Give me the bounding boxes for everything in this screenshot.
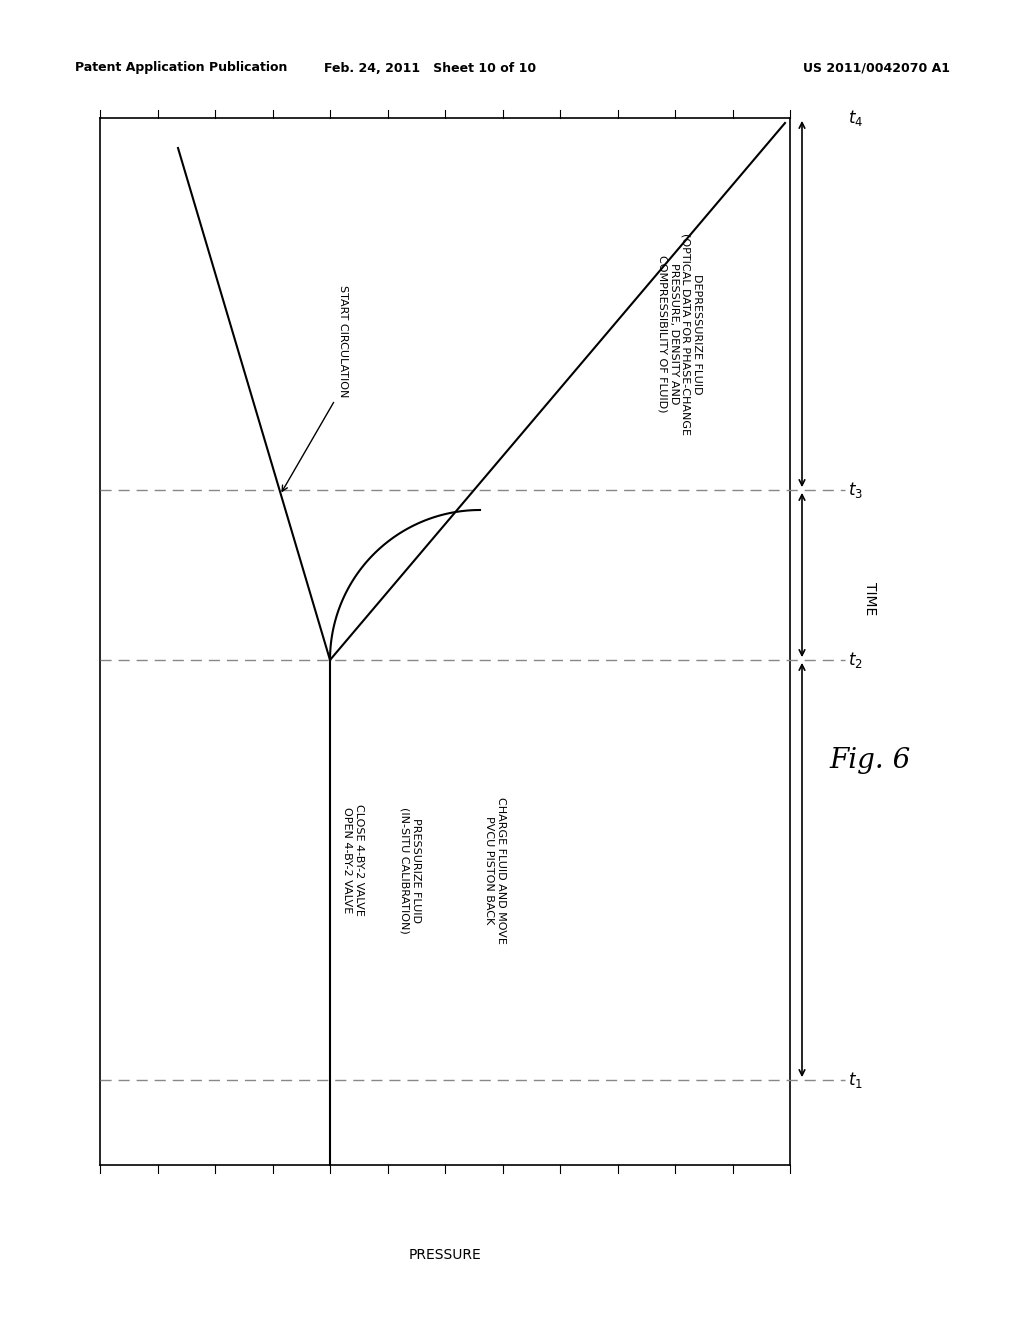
- Text: PRESSURIZE FLUID
(IN-SITU CALIBRATION): PRESSURIZE FLUID (IN-SITU CALIBRATION): [399, 807, 421, 933]
- Text: CHARGE FLUID AND MOVE
PVCU PISTON BACK: CHARGE FLUID AND MOVE PVCU PISTON BACK: [484, 796, 506, 944]
- Text: Fig. 6: Fig. 6: [829, 747, 910, 774]
- Text: PRESSURE: PRESSURE: [409, 1247, 481, 1262]
- Text: CLOSE 4-BY-2 VALVE
OPEN 4-BY-2 VALVE: CLOSE 4-BY-2 VALVE OPEN 4-BY-2 VALVE: [342, 804, 364, 916]
- Text: $t_4$: $t_4$: [848, 108, 863, 128]
- Text: Patent Application Publication: Patent Application Publication: [75, 62, 288, 74]
- Text: Feb. 24, 2011   Sheet 10 of 10: Feb. 24, 2011 Sheet 10 of 10: [324, 62, 536, 74]
- Text: US 2011/0042070 A1: US 2011/0042070 A1: [803, 62, 950, 74]
- Text: START CIRCULATION: START CIRCULATION: [338, 285, 348, 397]
- Text: TIME: TIME: [863, 582, 877, 615]
- Text: $t_3$: $t_3$: [848, 480, 863, 500]
- Text: $t_1$: $t_1$: [848, 1071, 863, 1090]
- Text: DEPRESSURIZE FLUID
(OPTICAL DATA FOR PHASE-CHANGE
PRESSURE, DENSITY AND
COMPRESS: DEPRESSURIZE FLUID (OPTICAL DATA FOR PHA…: [657, 234, 702, 436]
- Text: $t_2$: $t_2$: [848, 649, 863, 671]
